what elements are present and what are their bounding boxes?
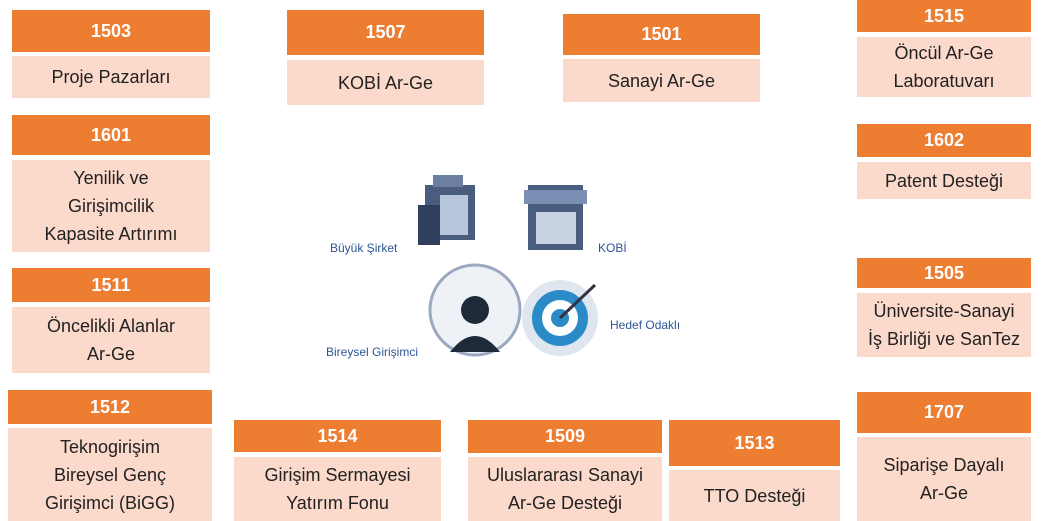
- card-code: 1509: [468, 420, 662, 453]
- card-label: Uluslararası Sanayi: [487, 461, 643, 489]
- card-code: 1512: [8, 390, 212, 424]
- card-label: Üniversite-Sanayi: [873, 297, 1014, 325]
- card-body: Sanayi Ar-Ge: [563, 59, 760, 102]
- center-label: Büyük Şirket: [330, 241, 397, 255]
- card-label: Sanayi Ar-Ge: [608, 67, 715, 95]
- target-icon: [522, 280, 598, 356]
- shop-icon: [524, 185, 587, 250]
- card-label: Ar-Ge Desteği: [508, 489, 622, 517]
- card-label: Ar-Ge: [920, 479, 968, 507]
- card-label: Bireysel Genç: [54, 461, 166, 489]
- card-label: Siparişe Dayalı: [883, 451, 1004, 479]
- center-label: Hedef Odaklı: [610, 318, 680, 332]
- card-code: 1513: [669, 420, 840, 466]
- card-label: KOBİ Ar-Ge: [338, 69, 433, 97]
- card-label: Patent Desteği: [885, 167, 1003, 195]
- card-label: Öncelikli Alanlar: [47, 312, 175, 340]
- card-code: 1707: [857, 392, 1031, 433]
- diagram: 1503 Proje Pazarları 1507 KOBİ Ar-Ge 1501 San…: [0, 0, 1044, 521]
- card-label: TTO Desteği: [704, 482, 806, 510]
- card-label: Laboratuvarı: [893, 67, 994, 95]
- card-label: Proje Pazarları: [51, 63, 170, 91]
- center-label: Bireysel Girişimci: [326, 345, 418, 359]
- card-code: 1514: [234, 420, 441, 452]
- card-label: Yenilik ve: [73, 164, 148, 192]
- card-body: Proje Pazarları: [12, 56, 210, 98]
- card-code: 1511: [12, 268, 210, 302]
- card-code: 1515: [857, 0, 1031, 32]
- card-code: 1503: [12, 10, 210, 52]
- card-label: Öncül Ar-Ge: [894, 39, 993, 67]
- card-code: 1501: [563, 14, 760, 55]
- building-icon: [418, 175, 475, 245]
- card-label: Kapasite Artırımı: [44, 220, 177, 248]
- card-label: Girişim Sermayesi: [264, 461, 410, 489]
- card-code: 1507: [287, 10, 484, 55]
- card-code: 1505: [857, 258, 1031, 288]
- card-label: Girişimcilik: [68, 192, 154, 220]
- card-body: TTO Desteği: [669, 470, 840, 521]
- card-body: KOBİ Ar-Ge: [287, 60, 484, 105]
- card-code: 1601: [12, 115, 210, 155]
- card-body: Patent Desteği: [857, 162, 1031, 199]
- card-label: İş Birliği ve SanTez: [868, 325, 1020, 353]
- center-label: KOBİ: [598, 241, 627, 255]
- card-label: Teknogirişim: [60, 433, 160, 461]
- card-label: Girişimci (BiGG): [45, 489, 175, 517]
- card-code: 1602: [857, 124, 1031, 157]
- card-label: Ar-Ge: [87, 340, 135, 368]
- person-icon: [430, 265, 520, 355]
- card-label: Yatırım Fonu: [286, 489, 389, 517]
